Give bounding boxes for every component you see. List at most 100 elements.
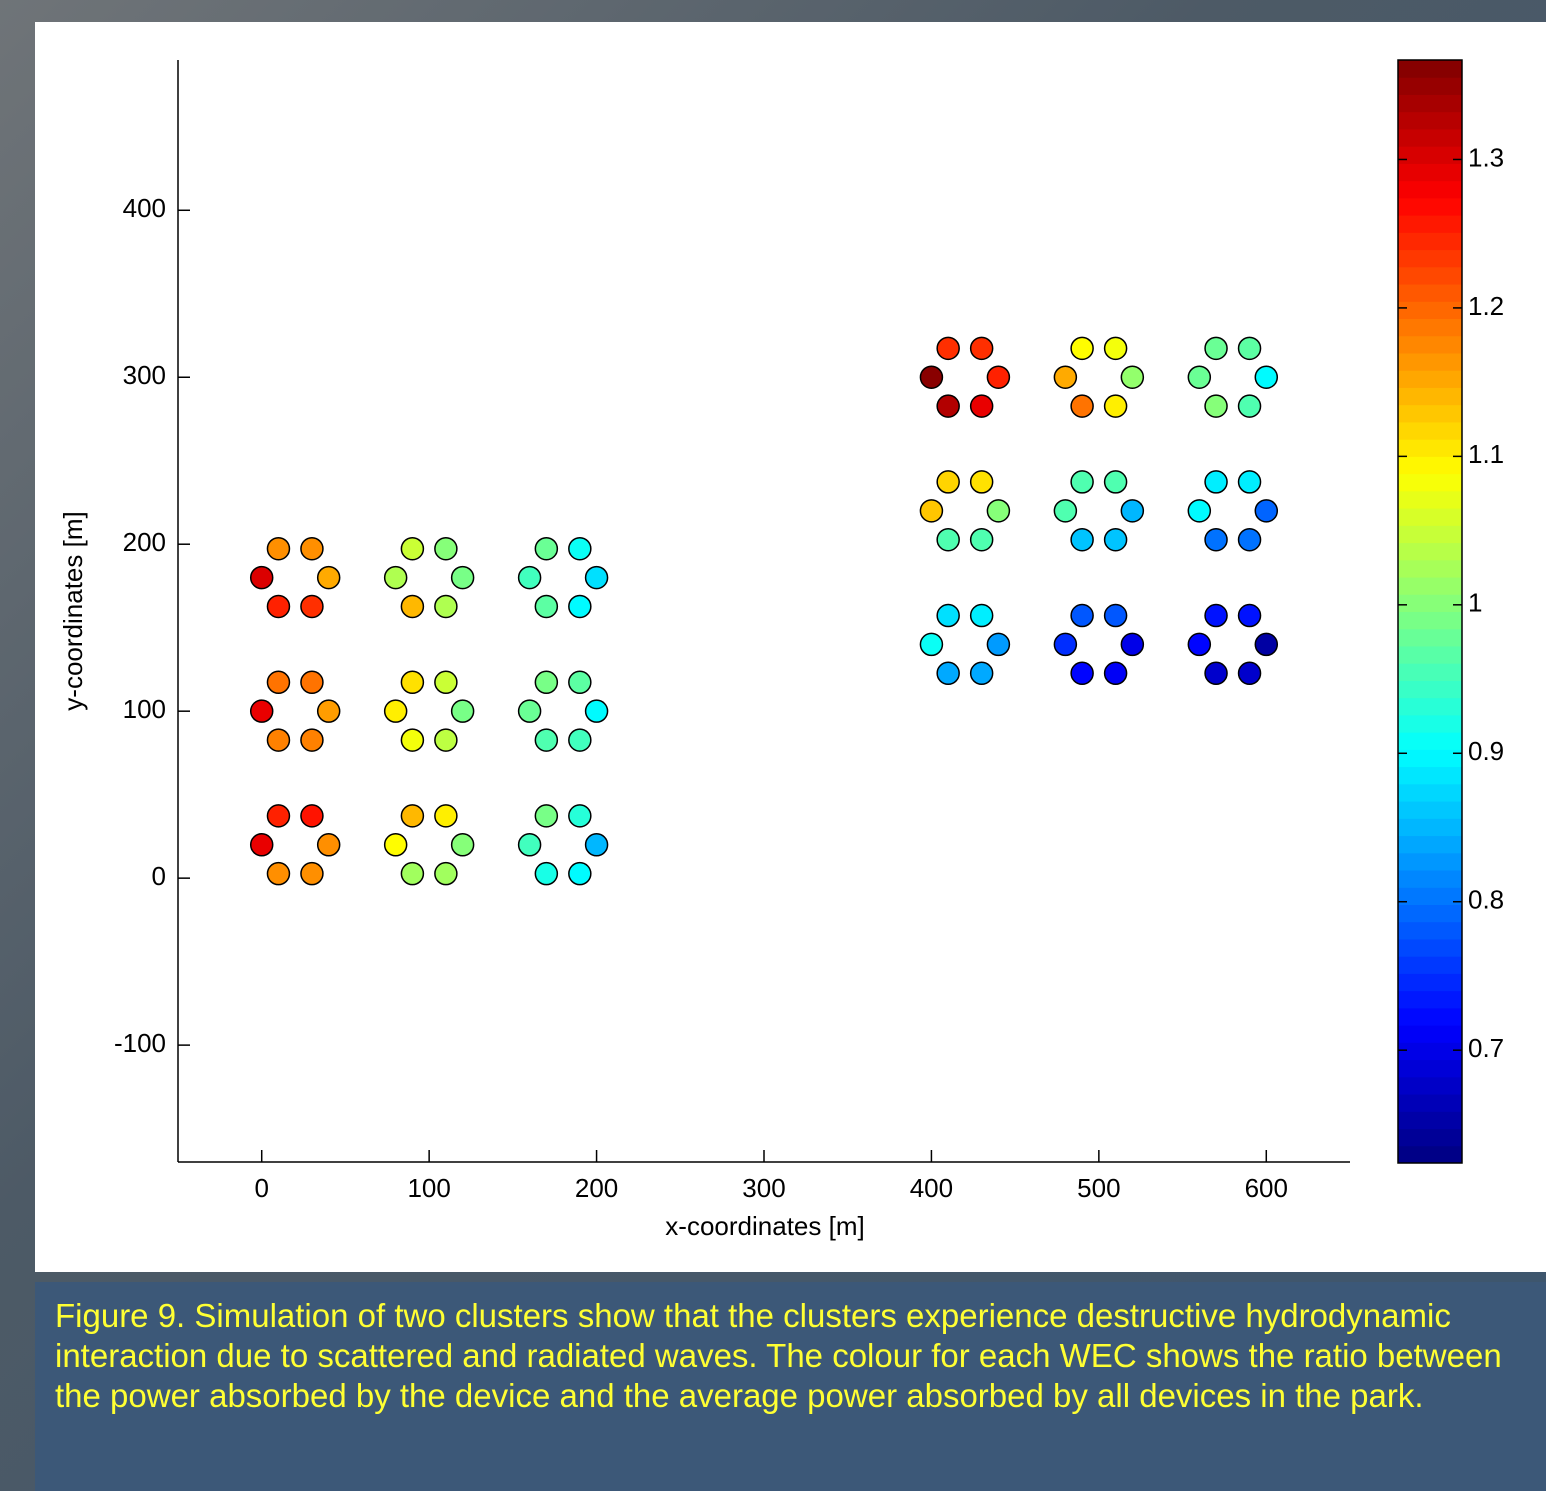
colorbar-band: [1398, 732, 1462, 750]
wec-point: [1237, 394, 1262, 418]
wec-point: [450, 565, 475, 590]
colorbar-band: [1398, 232, 1462, 251]
wec-point: [919, 499, 944, 523]
x-tick-label: 0: [254, 1173, 268, 1203]
colorbar-band: [1398, 473, 1462, 492]
y-tick-label: 100: [123, 694, 166, 724]
wec-point: [1053, 365, 1078, 389]
colorbar-band: [1398, 439, 1462, 457]
colorbar-band: [1398, 1025, 1462, 1043]
colorbar-band: [1398, 1128, 1462, 1147]
wec-point: [300, 670, 324, 695]
wec-point: [936, 661, 960, 686]
colorbar-band: [1398, 146, 1462, 164]
wec-point: [969, 336, 994, 361]
wec-point: [266, 804, 291, 828]
colorbar-tick-label: 0.7: [1468, 1033, 1504, 1063]
wec-point: [434, 728, 458, 752]
x-tick-label: 300: [742, 1173, 785, 1203]
wec-point: [936, 470, 960, 494]
chart: x-coordinates [m] y-coordinates [m] 0 100…: [58, 59, 1504, 1241]
y-tick-label: -100: [114, 1028, 166, 1058]
colorbar-band: [1398, 249, 1462, 268]
wec-point: [300, 536, 324, 561]
wec-point: [266, 728, 291, 752]
wec-point: [1237, 470, 1262, 494]
colorbar-band: [1398, 1145, 1462, 1164]
colorbar-band: [1398, 818, 1462, 837]
wec-point: [1070, 603, 1094, 628]
wec-point: [1103, 394, 1128, 418]
wec-point: [450, 833, 475, 857]
wec-point: [1070, 470, 1094, 494]
wec-point: [1204, 470, 1228, 494]
wec-point: [1204, 661, 1228, 686]
wec-point: [919, 365, 944, 389]
colorbar-band: [1398, 801, 1462, 819]
colorbar-band: [1398, 1059, 1462, 1078]
wec-point: [1237, 336, 1262, 361]
wec-point: [434, 670, 458, 695]
wec-point: [584, 833, 609, 857]
wec-point: [534, 536, 559, 561]
figure-panel: [35, 22, 1546, 1272]
colorbar-band: [1398, 404, 1462, 423]
wec-point: [1254, 365, 1279, 389]
wec-point: [936, 527, 960, 552]
wec-point: [383, 833, 408, 857]
colorbar-band: [1398, 663, 1462, 681]
wec-point: [1204, 336, 1228, 361]
wec-point: [266, 594, 291, 619]
wec-point: [249, 833, 274, 857]
wec-point: [434, 536, 458, 561]
colorbar-band: [1398, 887, 1462, 905]
wec-point: [450, 699, 475, 723]
colorbar-band: [1398, 542, 1462, 561]
wec-point: [300, 594, 324, 619]
colorbar-band: [1398, 680, 1462, 699]
colorbar-band: [1398, 508, 1462, 526]
wec-point: [936, 603, 960, 628]
wec-point: [1187, 365, 1212, 389]
colorbar-band: [1398, 559, 1462, 578]
wec-point: [936, 336, 960, 361]
colorbar-band: [1398, 1042, 1462, 1061]
wec-point: [249, 565, 274, 590]
wec-point: [969, 603, 994, 628]
y-axis-label: y-coordinates [m]: [58, 511, 88, 710]
colorbar-band: [1398, 852, 1462, 871]
colorbar-band: [1398, 835, 1462, 854]
wec-point: [584, 699, 609, 723]
colorbar-band: [1398, 921, 1462, 940]
colorbar-band: [1398, 783, 1462, 802]
x-tick-label: 200: [575, 1173, 618, 1203]
y-tick-label: 300: [123, 360, 166, 390]
colorbar-band: [1398, 352, 1462, 371]
wec-point: [266, 861, 291, 886]
wec-point: [517, 699, 542, 723]
wec-point: [568, 670, 592, 695]
wec-point: [1187, 499, 1212, 523]
wec-point: [266, 670, 291, 695]
colorbar-band: [1398, 111, 1462, 130]
colorbar-band: [1398, 956, 1462, 974]
colorbar-band: [1398, 215, 1462, 233]
wec-point: [434, 594, 458, 619]
colorbar-band: [1398, 645, 1462, 664]
wec-point: [568, 804, 592, 828]
colorbar-tick-label: 0.9: [1468, 736, 1504, 766]
wec-point: [517, 833, 542, 857]
wec-point: [300, 804, 324, 828]
colorbar-band: [1398, 594, 1462, 612]
colorbar-band: [1398, 611, 1462, 630]
wec-point: [1053, 499, 1078, 523]
colorbar-band: [1398, 1094, 1462, 1112]
colorbar-band: [1398, 1076, 1462, 1095]
wec-point: [1103, 603, 1128, 628]
wec-point: [1103, 527, 1128, 552]
wec-point: [1070, 661, 1094, 686]
wec-point: [568, 594, 592, 619]
colorbar-band: [1398, 577, 1462, 595]
wec-point: [1070, 527, 1094, 552]
